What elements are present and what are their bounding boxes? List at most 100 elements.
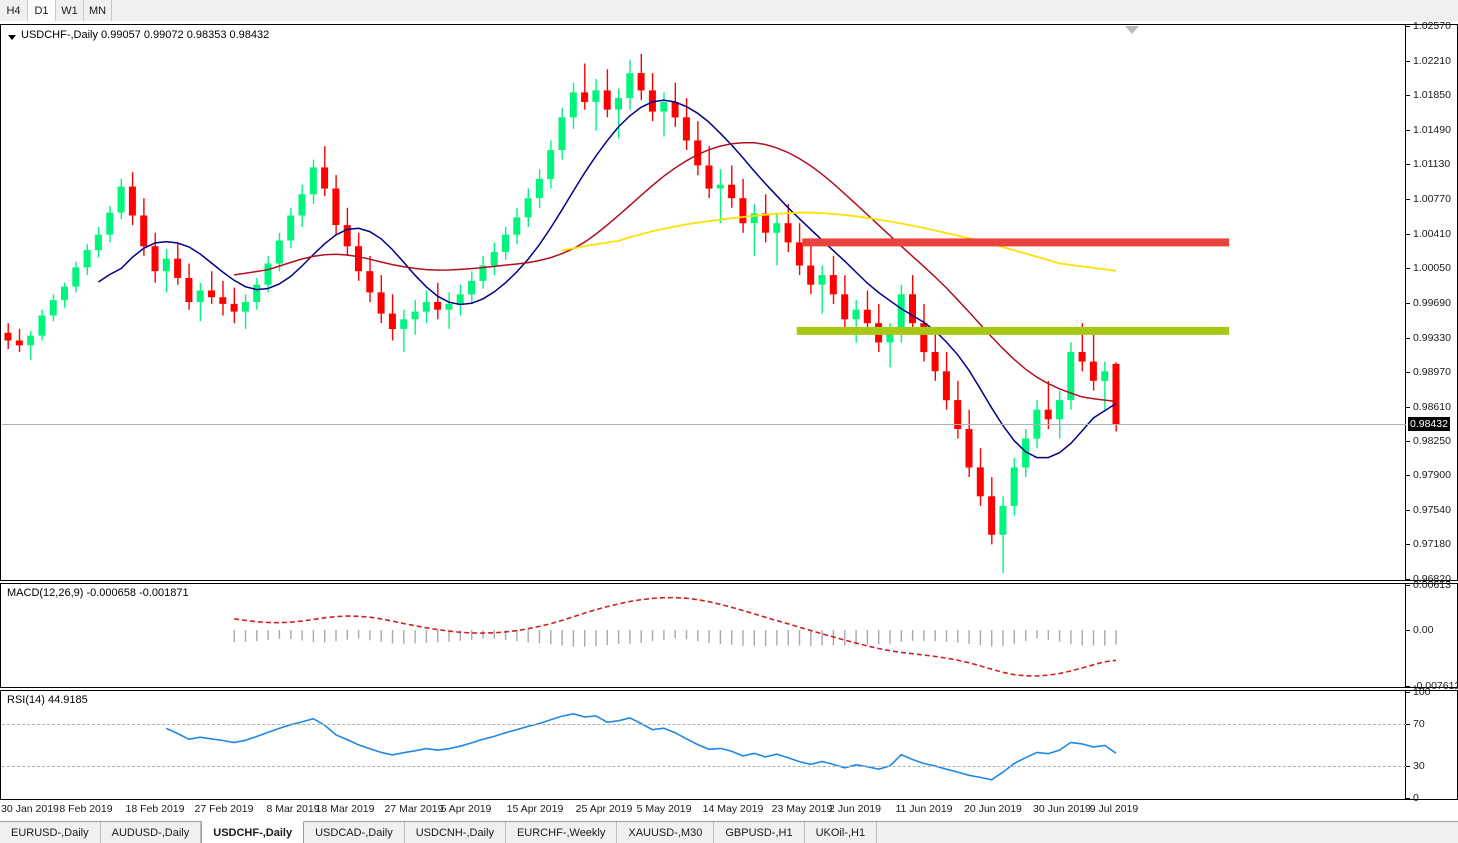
price-axis-label: 0.97180	[1413, 538, 1451, 551]
chart-tab-usdcad[interactable]: USDCAD-,Daily	[304, 822, 405, 843]
price-axis-tick	[1406, 268, 1410, 270]
date-axis-label: 15 Apr 2019	[506, 803, 564, 815]
date-axis-label: 25 Apr 2019	[575, 803, 633, 815]
price-axis-tick	[1406, 509, 1410, 511]
price-axis-label: 0.98610	[1413, 400, 1451, 413]
price-axis-tick	[1406, 26, 1410, 27]
macd-legend: MACD(12,26,9) -0.000658 -0.001871	[7, 587, 189, 599]
price-axis-tick	[1406, 233, 1410, 235]
rsi-svg	[165, 712, 1117, 781]
macd-axis-label: 0.00613	[1413, 579, 1451, 591]
ma-fast-line	[97, 99, 1117, 459]
date-axis-label: 8 Mar 2019	[266, 803, 320, 815]
date-axis-label: 14 May 2019	[702, 803, 764, 815]
timeframe-toolbar: H4 D1 W1 MN	[0, 0, 1458, 22]
price-plot[interactable]	[2, 26, 1406, 579]
price-axis-tick	[1406, 406, 1410, 408]
price-legend: USDCHF-,Daily 0.99057 0.99072 0.98353 0.…	[21, 29, 270, 41]
price-axis-tick	[1406, 579, 1410, 580]
rsi-axis-tick	[1406, 766, 1410, 768]
rsi-axis-label: 30	[1413, 760, 1425, 773]
macd-axis-tick	[1406, 585, 1410, 586]
rsi-axis: 100 70 30 0	[1405, 686, 1457, 804]
price-axis-tick	[1406, 164, 1410, 166]
candle-series	[4, 53, 1120, 574]
price-axis-tick	[1406, 129, 1410, 131]
price-axis-tick	[1406, 302, 1410, 304]
price-axis-label: 0.98250	[1413, 435, 1451, 448]
macd-axis-tick	[1406, 630, 1410, 632]
chart-tab-bar[interactable]: EURUSD-,Daily AUDUSD-,Daily USDCHF-,Daily U…	[0, 821, 1458, 843]
price-panel[interactable]: USDCHF-,Daily 0.99057 0.99072 0.98353 0.…	[0, 20, 1458, 585]
date-axis-label: 20 Jun 2019	[964, 803, 1022, 815]
timeframe-button-mn[interactable]: MN	[84, 0, 112, 21]
price-axis-tick	[1406, 337, 1410, 339]
date-axis-label: 2 Jun 2019	[829, 803, 881, 815]
price-axis[interactable]: 1.02570 1.02210 1.01850 1.01490 1.01130 1.007…	[1405, 20, 1457, 585]
chart-tab-usdchf[interactable]: USDCHF-,Daily	[201, 821, 305, 843]
date-axis-label: 9 Jul 2019	[1089, 803, 1139, 815]
price-axis-tick	[1406, 441, 1410, 443]
date-axis-label: 5 May 2019	[636, 803, 692, 815]
rsi-legend: RSI(14) 44.9185	[7, 694, 88, 706]
macd-panel[interactable]: MACD(12,26,9) -0.000658 -0.001871 0.0061…	[0, 579, 1458, 692]
timeframe-button-d1[interactable]: D1	[28, 0, 56, 21]
timeframe-button-h4[interactable]: H4	[0, 0, 28, 21]
ma-medium-line	[233, 141, 1117, 403]
rsi-axis-tick	[1406, 692, 1410, 693]
price-axis-label: 1.02210	[1413, 54, 1451, 67]
macd-svg	[233, 596, 1117, 677]
current-price-label: 0.98432	[1408, 416, 1450, 431]
date-axis-label: 30 Jan 2019	[1, 803, 59, 815]
chart-area[interactable]: USDCHF-,Daily 0.99057 0.99072 0.98353 0.…	[0, 20, 1458, 821]
price-axis-label: 0.97540	[1413, 503, 1451, 516]
price-axis-tick	[1406, 372, 1410, 374]
chart-menu-triangle-icon[interactable]	[8, 35, 16, 40]
rsi-panel[interactable]: RSI(14) 44.9185 100 70 30 0	[0, 686, 1458, 804]
date-axis-label: 8 Feb 2019	[59, 803, 113, 815]
price-axis-label: 1.01850	[1413, 89, 1451, 102]
date-axis-label: 18 Mar 2019	[315, 803, 375, 815]
rsi-axis-label: 70	[1413, 717, 1425, 730]
chart-tab-usdcnh[interactable]: USDCNH-,Daily	[404, 822, 506, 843]
ma-slow-line	[561, 211, 1117, 272]
price-axis-tick	[1406, 60, 1410, 62]
date-axis-label: 27 Mar 2019	[384, 803, 444, 815]
macd-axis-label: -0.007612	[1413, 680, 1458, 692]
date-axis[interactable]: 30 Jan 2019 8 Feb 2019 18 Feb 2019 27 Feb 2…	[0, 801, 1458, 819]
price-axis-label: 0.96820	[1413, 573, 1451, 585]
chart-tab-eurchf[interactable]: EURCHF-,Weekly	[505, 822, 618, 843]
macd-axis-label: 0.00	[1413, 624, 1434, 637]
macd-plot[interactable]	[2, 585, 1406, 686]
rsi-level-line	[2, 723, 1406, 725]
timeframe-button-w1[interactable]: W1	[56, 0, 84, 21]
date-axis-label: 18 Feb 2019	[125, 803, 185, 815]
date-axis-label: 23 May 2019	[771, 803, 833, 815]
date-axis-label: 27 Feb 2019	[194, 803, 254, 815]
chart-tab-audusd[interactable]: AUDUSD-,Daily	[100, 822, 202, 843]
chart-tab-xauusd[interactable]: XAUUSD-,M30	[617, 822, 715, 843]
chart-tab-eurusd[interactable]: EURUSD-,Daily	[0, 822, 101, 843]
price-axis-label: 1.00050	[1413, 262, 1451, 275]
resistance-line	[802, 238, 1230, 247]
rsi-line	[165, 712, 1117, 781]
macd-signal-line	[233, 596, 1117, 677]
price-axis-label: 1.02570	[1413, 20, 1451, 32]
chart-top-marker-icon	[1125, 26, 1139, 34]
rsi-plot[interactable]	[2, 692, 1406, 798]
chart-tab-gbpusd[interactable]: GBPUSD-,H1	[714, 822, 805, 843]
price-axis-label: 1.01490	[1413, 123, 1451, 136]
rsi-axis-tick	[1406, 723, 1410, 725]
price-axis-tick	[1406, 199, 1410, 201]
price-axis-label: 1.01130	[1413, 158, 1451, 171]
toolbar-spacer	[112, 0, 1458, 21]
chart-tab-ukoil[interactable]: UKOil-,H1	[804, 822, 878, 843]
price-axis-label: 0.99330	[1413, 331, 1451, 344]
rsi-axis-label: 100	[1413, 686, 1431, 698]
date-axis-label: 11 Jun 2019	[895, 803, 953, 815]
price-candlestick-svg	[4, 53, 1230, 574]
price-axis-label: 0.99690	[1413, 296, 1451, 309]
rsi-axis-label: 0	[1413, 792, 1419, 804]
tab-bar-spacer	[877, 822, 1458, 843]
macd-axis-tick	[1406, 686, 1410, 687]
